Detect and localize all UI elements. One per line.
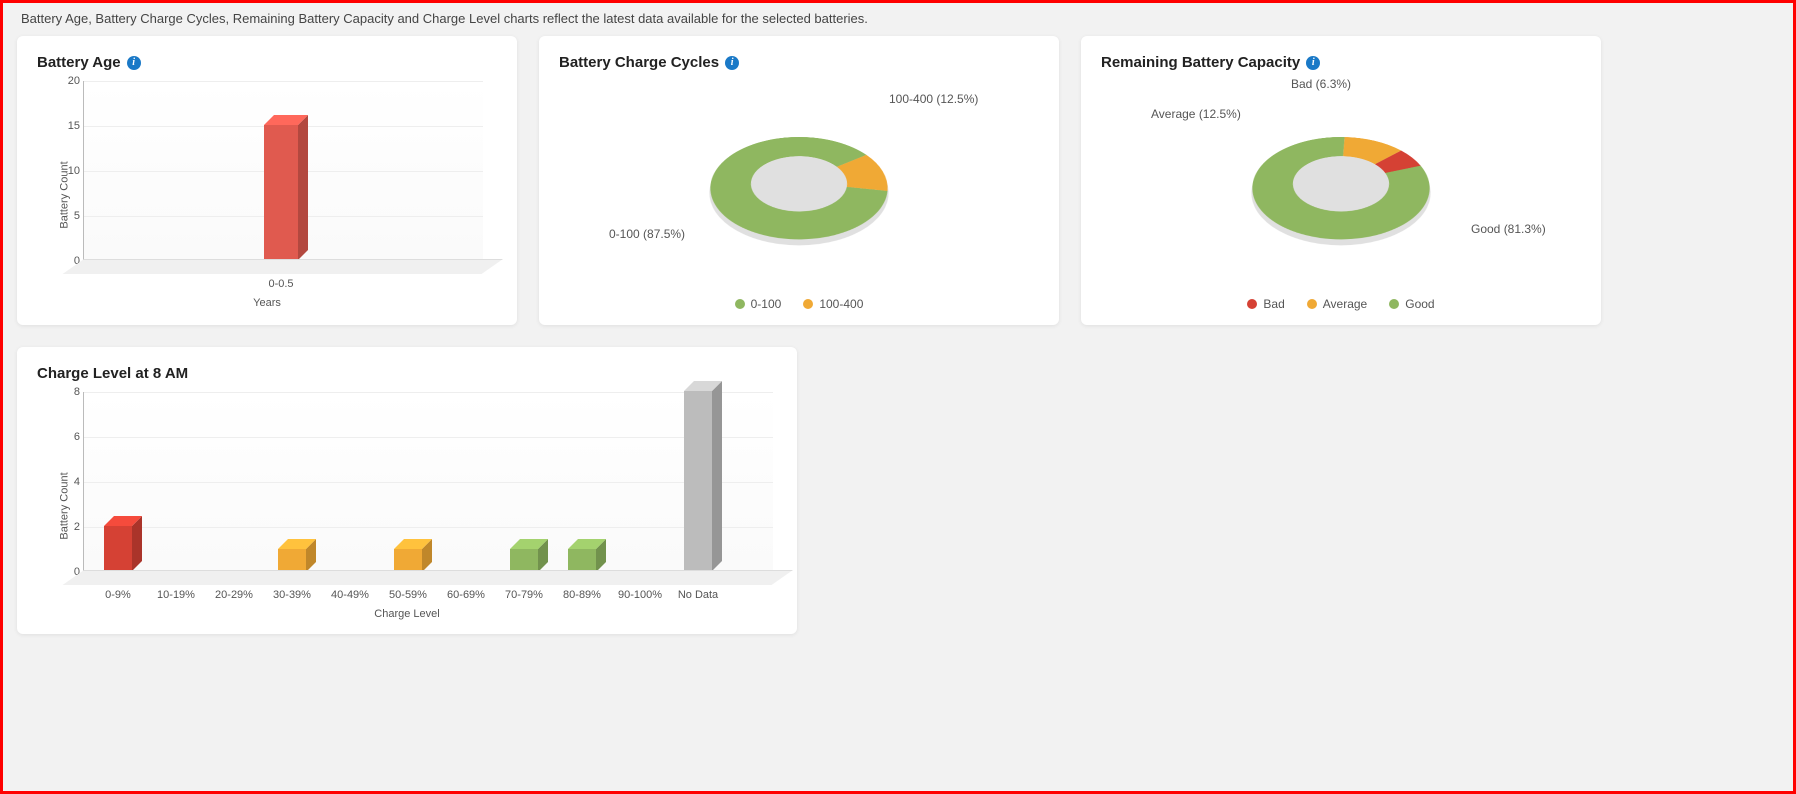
charge-cycles-legend: 0-100 100-400 <box>559 297 1039 311</box>
card-charge-level: Charge Level at 8 AM Battery Count 02468… <box>17 347 797 634</box>
legend-swatch <box>1389 299 1399 309</box>
category-label: 70-79% <box>505 589 543 601</box>
y-tick: 2 <box>54 521 80 533</box>
info-icon[interactable]: i <box>725 56 739 70</box>
legend-item[interactable]: 100-400 <box>803 297 863 311</box>
page-description: Battery Age, Battery Charge Cycles, Rema… <box>21 11 1779 26</box>
bar[interactable] <box>104 526 132 571</box>
donut-callout: Good (81.3%) <box>1471 222 1546 236</box>
charge-level-title: Charge Level at 8 AM <box>37 365 188 382</box>
donut-callout: Average (12.5%) <box>1151 107 1241 121</box>
y-tick: 4 <box>54 476 80 488</box>
y-tick: 10 <box>54 165 80 177</box>
charge-level-xlabel: Charge Level <box>37 608 777 620</box>
donut-callout: 100-400 (12.5%) <box>889 92 978 106</box>
charge-level-chart: Battery Count 024680-9%10-19%20-29%30-39… <box>37 392 777 620</box>
info-icon[interactable]: i <box>1306 56 1320 70</box>
charge-cycles-chart: 0-100 (87.5%) 100-400 (12.5%) <box>559 77 1039 287</box>
battery-age-xlabel: Years <box>37 297 497 309</box>
y-tick: 8 <box>54 386 80 398</box>
category-label: 0-9% <box>105 589 131 601</box>
info-icon[interactable]: i <box>127 56 141 70</box>
card-capacity: Remaining Battery Capacity i Good (81.3%… <box>1081 36 1601 325</box>
y-tick: 0 <box>54 566 80 578</box>
donut-callout: Bad (6.3%) <box>1291 77 1351 91</box>
bar[interactable] <box>684 391 712 571</box>
bar[interactable] <box>394 549 422 572</box>
category-label: 90-100% <box>618 589 662 601</box>
legend-label: Good <box>1405 297 1434 311</box>
legend-label: 0-100 <box>751 297 782 311</box>
legend-label: Average <box>1323 297 1367 311</box>
legend-item[interactable]: Good <box>1389 297 1434 311</box>
legend-item[interactable]: 0-100 <box>735 297 782 311</box>
y-tick: 0 <box>54 255 80 267</box>
category-label: No Data <box>678 589 718 601</box>
category-label: 10-19% <box>157 589 195 601</box>
legend-swatch <box>1307 299 1317 309</box>
category-label: 60-69% <box>447 589 485 601</box>
bar[interactable] <box>264 125 298 260</box>
battery-age-chart: Battery Count 051015200-0.5 Years <box>37 81 497 309</box>
charge-cycles-title: Battery Charge Cycles <box>559 54 719 71</box>
legend-swatch <box>1247 299 1257 309</box>
category-label: 50-59% <box>389 589 427 601</box>
legend-item[interactable]: Bad <box>1247 297 1284 311</box>
capacity-title: Remaining Battery Capacity <box>1101 54 1300 71</box>
battery-age-title: Battery Age <box>37 54 121 71</box>
category-label: 30-39% <box>273 589 311 601</box>
legend-swatch <box>735 299 745 309</box>
bar[interactable] <box>510 549 538 572</box>
capacity-legend: Bad Average Good <box>1101 297 1581 311</box>
bar[interactable] <box>278 549 306 572</box>
category-label: 80-89% <box>563 589 601 601</box>
legend-item[interactable]: Average <box>1307 297 1367 311</box>
y-tick: 15 <box>54 120 80 132</box>
legend-label: Bad <box>1263 297 1284 311</box>
category-label: 20-29% <box>215 589 253 601</box>
card-charge-cycles: Battery Charge Cycles i 0-100 (87.5%) 100… <box>539 36 1059 325</box>
capacity-chart: Good (81.3%) Average (12.5%) Bad (6.3%) <box>1101 77 1581 287</box>
y-tick: 6 <box>54 431 80 443</box>
category-label: 40-49% <box>331 589 369 601</box>
bar[interactable] <box>568 549 596 572</box>
legend-swatch <box>803 299 813 309</box>
category-label: 0-0.5 <box>268 278 293 290</box>
y-tick: 5 <box>54 210 80 222</box>
legend-label: 100-400 <box>819 297 863 311</box>
card-battery-age: Battery Age i Battery Count 051015200-0.… <box>17 36 517 325</box>
donut-callout: 0-100 (87.5%) <box>609 227 685 241</box>
y-tick: 20 <box>54 75 80 87</box>
